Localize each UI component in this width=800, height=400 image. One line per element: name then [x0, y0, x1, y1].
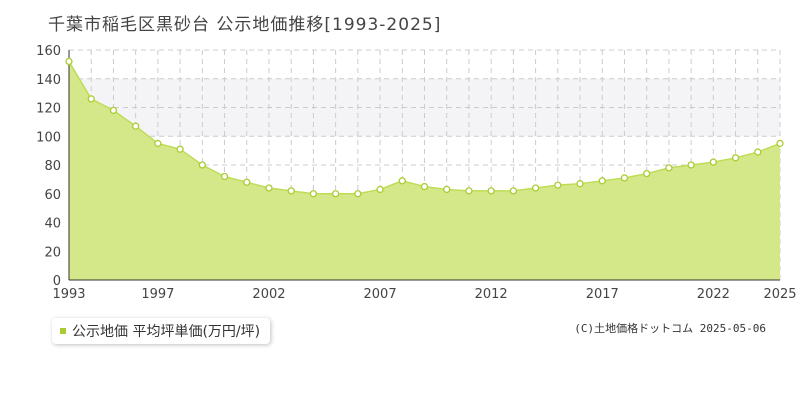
x-tick-label: 2017 [586, 287, 619, 302]
legend-swatch [60, 328, 66, 334]
data-point [198, 161, 206, 169]
data-point [731, 154, 740, 162]
data-point [287, 187, 295, 195]
y-tick-label: 160 [36, 44, 61, 59]
data-point [754, 148, 762, 156]
data-point [465, 187, 473, 195]
x-tick-label: 2025 [763, 287, 796, 302]
data-point [398, 177, 406, 185]
data-point [709, 158, 717, 166]
x-tick-label: 2002 [252, 287, 285, 302]
data-point [776, 139, 784, 148]
data-point [176, 145, 184, 153]
data-point [554, 181, 562, 189]
x-tick-labels: 1993 1997 2002 2007 2012 2017 2022 2025 [52, 287, 796, 302]
data-point [243, 178, 251, 186]
data-point [687, 161, 695, 169]
data-point [598, 177, 606, 185]
y-tick-labels: 0 20 40 60 80 100 120 140 160 [36, 44, 61, 289]
data-point [354, 190, 362, 198]
data-point [376, 185, 384, 194]
y-tick-label: 120 [36, 102, 61, 117]
x-tick-label: 1993 [52, 287, 85, 302]
y-tick-label: 20 [44, 245, 61, 260]
data-point [665, 164, 673, 172]
chart-title: 千葉市稲毛区黒砂台 公示地価推移[1993-2025] [48, 15, 442, 35]
x-tick-label: 2022 [697, 287, 730, 302]
data-point [443, 185, 451, 194]
y-tick-label: 60 [44, 188, 61, 203]
data-point [265, 184, 273, 192]
credit-text: (C)土地価格ドットコム 2025-05-06 [574, 322, 766, 335]
axes [68, 50, 780, 281]
data-markers [65, 57, 784, 198]
data-point [420, 182, 429, 191]
data-point [531, 184, 540, 192]
y-tick-label: 80 [44, 159, 61, 174]
x-tick-label: 1997 [141, 287, 174, 302]
data-point [87, 95, 95, 103]
data-point [132, 122, 140, 130]
data-point [509, 187, 518, 195]
y-tick-label: 0 [53, 274, 61, 289]
data-point [109, 106, 118, 115]
data-point [620, 174, 629, 182]
data-point [220, 172, 229, 181]
y-tick-label: 40 [44, 217, 61, 232]
data-point [154, 139, 162, 148]
data-point [65, 57, 73, 66]
legend-label: 公示地価 平均坪単価(万円/坪) [72, 324, 261, 340]
y-tick-label: 100 [36, 130, 61, 145]
x-tick-label: 2007 [364, 287, 397, 302]
legend: 公示地価 平均坪単価(万円/坪) [52, 318, 271, 344]
y-tick-label: 140 [36, 73, 61, 88]
x-tick-label: 2012 [475, 287, 508, 302]
series-area [69, 61, 780, 280]
data-point [331, 190, 340, 198]
data-point [643, 169, 651, 178]
data-point [309, 190, 318, 198]
data-point [487, 187, 495, 195]
data-point [576, 180, 584, 188]
